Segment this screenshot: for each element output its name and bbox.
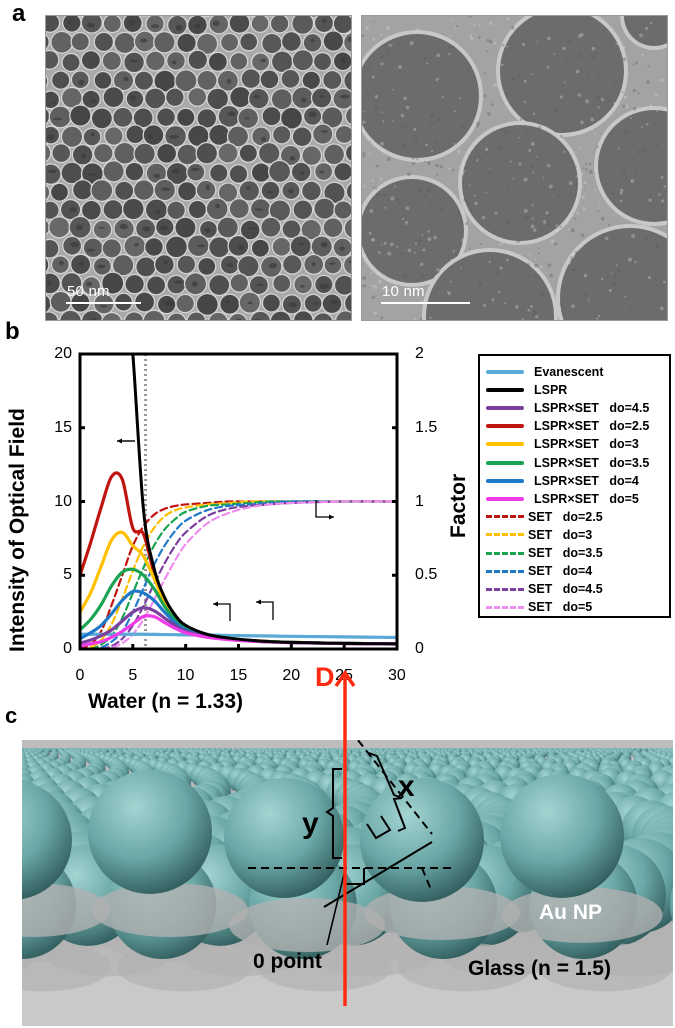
legend-item: LSPR [486, 380, 567, 400]
legend-label: SET do=3.5 [528, 546, 603, 560]
dashed-line-swatch-icon [486, 551, 524, 555]
legend-item: LSPR×SET do=3.5 [486, 453, 649, 473]
legend-item: SET do=2.5 [486, 507, 603, 527]
x-tick-label: 5 [128, 667, 138, 684]
solid-line-swatch-icon [486, 370, 524, 374]
y-left-tick-label: 20 [54, 345, 72, 362]
au-nanoparticle-array-render [22, 740, 673, 1026]
panel-a-label: a [12, 0, 26, 27]
tem-image-low-mag: 50 nm [45, 15, 352, 321]
dashed-line-swatch-icon [486, 569, 524, 573]
legend-label: SET do=4.5 [528, 582, 603, 597]
dashed-line-swatch-icon [486, 605, 524, 609]
y-right-tick-label: 0.5 [415, 566, 438, 584]
legend-label: Evanescent [534, 365, 604, 379]
nanoparticle-array-image [46, 16, 351, 320]
legend-item: Evanescent [486, 362, 603, 382]
dipole-arrow [334, 669, 356, 1006]
legend-label: SET do=3 [528, 527, 593, 542]
y-right-tick-label: 1.5 [415, 418, 438, 436]
legend-item: SET do=3 [486, 525, 592, 545]
legend-item: SET do=5 [486, 597, 592, 617]
y-left-tick-label: 0 [63, 640, 72, 657]
dashed-line-swatch-icon [486, 515, 524, 519]
panel-b-label: b [5, 318, 20, 345]
dashed-line-swatch-icon [486, 533, 524, 537]
legend-item: SET do=4.5 [486, 579, 603, 599]
legend-label: LSPR×SET do=3.5 [534, 455, 650, 470]
x-distance-label: x [398, 770, 415, 803]
legend-item: LSPR×SET do=5 [486, 489, 639, 509]
legend-item: LSPR×SET do=2.5 [486, 416, 649, 436]
legend-label: LSPR×SET do=3 [534, 437, 639, 452]
y-left-tick-label: 10 [54, 492, 72, 510]
y-left-tick-label: 5 [63, 566, 72, 584]
y-left-tick-label: 15 [54, 418, 72, 436]
solid-line-swatch-icon [486, 442, 524, 447]
x-tick-label: 10 [176, 667, 195, 684]
y-right-tick-label: 1 [415, 492, 424, 510]
legend-item: LSPR×SET do=4.5 [486, 398, 649, 418]
y-distance-label: y [302, 807, 319, 840]
scale-bar-label-10nm: 10 nm [382, 283, 425, 300]
legend-label: SET do=4 [528, 564, 593, 579]
x-tick-label: 15 [229, 667, 248, 684]
zero-point-label: 0 point [253, 950, 322, 973]
legend-item: SET do=3.5 [486, 543, 603, 563]
legend-label: LSPR×SET do=2.5 [534, 419, 650, 434]
solid-line-swatch-icon [486, 496, 524, 501]
solid-line-swatch-icon [486, 460, 524, 465]
nanoparticle-scene-diagram: Au NP 0 point Glass (n = 1.5) x y [22, 740, 673, 1026]
legend-label: LSPR×SET do=4 [534, 473, 639, 488]
legend-item: LSPR×SET do=3 [486, 434, 639, 454]
legend-label: LSPR×SET do=4.5 [534, 401, 650, 416]
glass-label: Glass (n = 1.5) [468, 957, 611, 980]
line-chart [78, 352, 399, 651]
au-np-label: Au NP [539, 901, 602, 924]
dashed-line-swatch-icon [486, 587, 524, 591]
solid-line-swatch-icon [486, 424, 524, 429]
x-tick-label: 20 [282, 667, 301, 684]
scale-bar-label-50nm: 50 nm [67, 283, 110, 300]
x-tick-label: 0 [75, 667, 85, 684]
water-label: Water (n = 1.33) [88, 690, 244, 713]
solid-line-swatch-icon [486, 406, 524, 411]
x-tick-label: 30 [388, 667, 406, 684]
scale-bar-10nm [381, 302, 470, 304]
legend-label: SET do=5 [528, 600, 593, 615]
solid-line-swatch-icon [486, 478, 524, 483]
tem-image-high-mag: 10 nm [361, 15, 668, 321]
dipole-d-label: D [315, 662, 335, 692]
nanoparticle-closeup-image [362, 16, 667, 320]
legend-label: SET do=2.5 [528, 509, 603, 524]
solid-line-swatch-icon [486, 388, 524, 393]
legend-item: SET do=4 [486, 561, 592, 581]
scale-bar-50nm [66, 302, 141, 304]
legend-item: LSPR×SET do=4 [486, 471, 639, 491]
panel-c-label: c [5, 703, 18, 728]
y-right-tick-label: 2 [415, 345, 424, 362]
y-right-tick-label: 0 [415, 640, 424, 657]
legend-label: LSPR [534, 383, 568, 398]
legend-label: LSPR×SET do=5 [534, 491, 639, 506]
chart-legend: Evanescent LSPR LSPR×SET do=4.5 LSPR×SET do… [478, 354, 671, 618]
